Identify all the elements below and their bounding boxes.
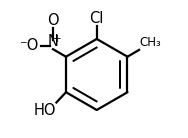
Text: +: + — [52, 34, 61, 44]
Text: N: N — [48, 34, 58, 49]
Text: CH₃: CH₃ — [140, 36, 161, 49]
Text: ⁻O: ⁻O — [19, 38, 39, 53]
Text: Cl: Cl — [89, 11, 104, 26]
Text: O: O — [47, 13, 59, 28]
Text: HO: HO — [33, 103, 56, 118]
